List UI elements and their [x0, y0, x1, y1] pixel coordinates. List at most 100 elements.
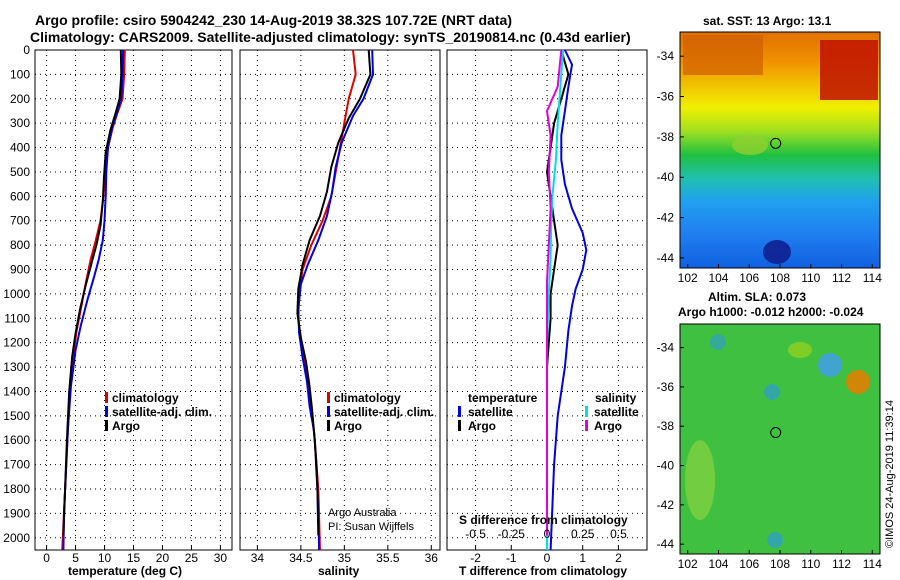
s-tick-label: -0.5: [465, 527, 486, 541]
depth-tick-labels: 0 100 200 300 400 500 600 700 800 900 1000 1100 1200…: [3, 43, 30, 545]
x-tick-label: 25: [185, 551, 199, 565]
difference-legend: temperature satellite Argo salinity sate…: [458, 391, 639, 433]
depth-tick-label: 1200: [3, 336, 30, 350]
lon-tick-label: 110: [801, 557, 820, 571]
x-tick-label: 5: [72, 551, 79, 565]
x-tick-label: 36: [425, 551, 439, 565]
depth-tick-label: 500: [10, 165, 30, 179]
depth-tick-label: 1900: [3, 506, 30, 520]
sla-high-patch: [788, 342, 812, 358]
x-tick-label: 0: [544, 551, 551, 565]
lon-tick-label: 114: [863, 271, 882, 285]
argo-position-marker: [770, 427, 782, 439]
legend-group-temperature: temperature: [468, 391, 538, 405]
sla-high-spot: [846, 370, 870, 394]
legend-satellite: satellite-adj. clim.: [112, 405, 212, 419]
legend-argo-swatch: [327, 420, 330, 431]
lon-tick-label: 112: [832, 557, 851, 571]
sla-low-spot-2: [764, 384, 780, 400]
sla-map-panel: Altim. SLA: 0.073 Argo h1000: -0.012 h20…: [657, 290, 883, 571]
salinity-frame: [239, 49, 441, 551]
sst-warm-band: [683, 35, 763, 75]
sla-map-title: Altim. SLA: 0.073: [708, 290, 806, 304]
lon-tick-label: 106: [739, 557, 759, 571]
lat-tick-label: -38: [657, 419, 675, 433]
lat-tick-label: -40: [657, 170, 675, 184]
lon-tick-label: 104: [708, 271, 728, 285]
s-tick-label: 0.5: [610, 527, 627, 541]
depth-tick-label: 300: [10, 116, 30, 130]
depth-tick-label: 0: [23, 43, 30, 57]
salinity-legend: climatology satellite-adj. clim. Argo: [327, 391, 434, 433]
sst-warm-patch: [732, 135, 768, 155]
x-tick-label: 2: [615, 551, 622, 565]
depth-tick-label: 1000: [3, 287, 30, 301]
sla-map-subtitle: Argo h1000: -0.012 h2000: -0.024: [678, 305, 864, 319]
lat-tick-label: -38: [657, 130, 675, 144]
difference-series: [545, 49, 588, 551]
salinity-xlabel: salinity: [318, 564, 360, 578]
sst-lon-ticks: 102 104 106 108 110 112 114: [678, 264, 882, 285]
depth-tick-label: 900: [10, 263, 30, 277]
series-line-argo: [296, 49, 372, 536]
x-tick-label: 20: [156, 551, 170, 565]
sla-lat-ticks: -34 -36 -38 -40 -42 -44: [657, 341, 684, 551]
argo-position-marker: [770, 137, 782, 149]
salinity-series: [296, 49, 375, 551]
t-difference-tick-labels: -2 -1 0 1 2: [470, 551, 622, 565]
legend-t-argo-swatch: [458, 420, 461, 431]
temperature-xlabel: temperature (deg C): [68, 564, 182, 578]
sla-low-spot: [818, 353, 842, 377]
x-tick-label: -1: [506, 551, 517, 565]
lon-tick-label: 110: [801, 271, 820, 285]
lat-tick-label: -40: [657, 459, 675, 473]
lon-tick-label: 102: [678, 271, 698, 285]
depth-tick-label: 600: [10, 189, 30, 203]
depth-tick-label: 2000: [3, 531, 30, 545]
lon-tick-label: 106: [739, 271, 759, 285]
x-tick-label: 0: [43, 551, 50, 565]
legend-satellite: satellite-adj. clim.: [334, 405, 434, 419]
x-tick-label: 34: [251, 551, 265, 565]
x-tick-label: 35: [338, 551, 352, 565]
legend-argo: Argo: [334, 419, 362, 433]
series-line-argo: [62, 49, 123, 536]
lat-tick-label: -42: [657, 211, 675, 225]
legend-s-argo: Argo: [594, 419, 622, 433]
lat-tick-label: -44: [657, 251, 675, 265]
sla-light-patch: [685, 440, 715, 520]
t-difference-xlabel: T difference from climatology: [459, 564, 627, 578]
lat-tick-label: -36: [657, 380, 675, 394]
depth-tick-label: 1700: [3, 458, 30, 472]
lon-tick-label: 102: [678, 557, 698, 571]
sla-low-spot-3: [710, 334, 726, 350]
legend-satellite-swatch: [327, 406, 330, 417]
sst-hot-patch: [820, 40, 878, 100]
depth-tick-label: 700: [10, 214, 30, 228]
legend-climatology-swatch: [327, 392, 330, 403]
credit-line-1: Argo Australia: [328, 507, 397, 519]
legend-t-satellite: satellite: [468, 405, 513, 419]
lat-tick-label: -36: [657, 90, 675, 104]
depth-tick-label: 400: [10, 141, 30, 155]
salinity-panel: 34 34.5 35 35.5 36 salinity climatology sate…: [239, 49, 441, 578]
temperature-legend: climatology satellite-adj. clim. Argo: [105, 391, 212, 433]
s-difference-label: S difference from climatology: [459, 513, 628, 527]
lon-tick-label: 108: [770, 271, 790, 285]
lat-tick-label: -34: [657, 341, 675, 355]
temperature-tick-labels: 0 5 10 15 20 25 30: [43, 551, 227, 565]
x-tick-label: 10: [98, 551, 112, 565]
series-line-satellite: [549, 49, 588, 551]
legend-argo: Argo: [112, 419, 140, 433]
x-tick-label: 1: [579, 551, 586, 565]
salinity-grid: [240, 49, 440, 550]
depth-tick-label: 1400: [3, 384, 30, 398]
sst-map-panel: sat. SST: 13 Argo: 13.1 102 104 106 108 110 1…: [657, 14, 883, 285]
x-tick-label: 30: [214, 551, 228, 565]
s-tick-label: 0: [544, 527, 551, 541]
legend-satellite-swatch: [105, 406, 108, 417]
difference-panel: -2 -1 0 1 2 temperature satellite Argo salin…: [446, 49, 648, 578]
legend-argo-swatch: [105, 420, 108, 431]
header-line-2: Climatology: CARS2009. Satellite-adjuste…: [30, 29, 631, 45]
salinity-tick-labels: 34 34.5 35 35.5 36: [251, 551, 439, 565]
